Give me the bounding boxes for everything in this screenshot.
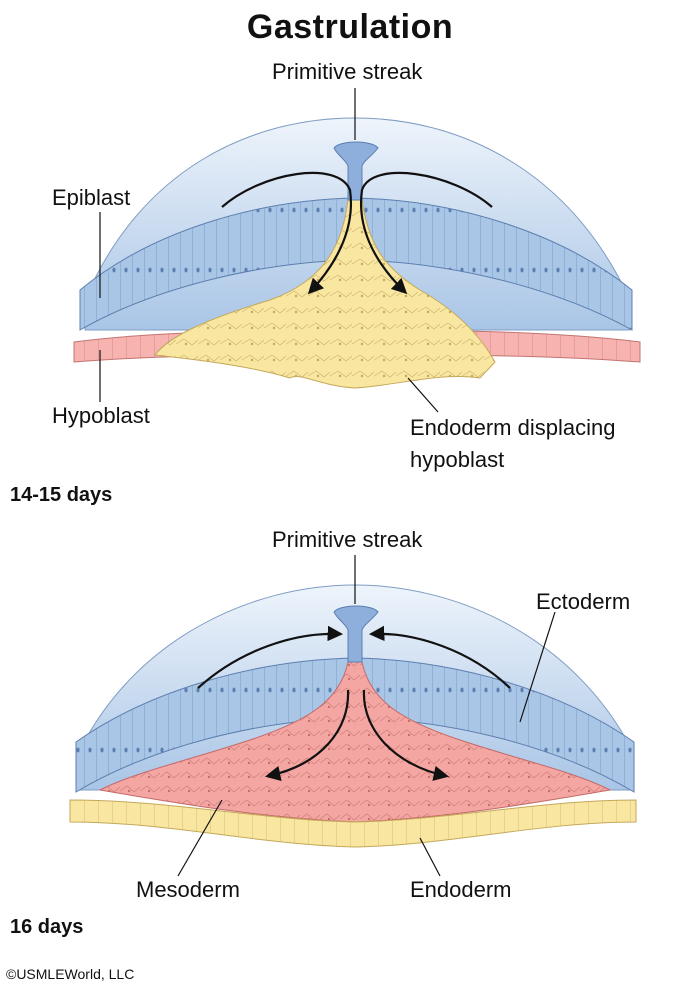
primitive-streak-bottom [333, 605, 379, 663]
endoderm-layer-bottom [69, 799, 637, 848]
panel-bottom [69, 555, 637, 877]
arrow-down-left-bottom [264, 689, 350, 781]
label-primitive-streak-top: Primitive streak [272, 59, 423, 84]
leader-ectoderm [519, 611, 556, 723]
arrow-inward-right-bottom [368, 625, 511, 689]
label-mesoderm: Mesoderm [136, 877, 240, 902]
panel-top [73, 88, 641, 413]
arrow-left-top [221, 171, 352, 295]
copyright-notice: ©USMLEWorld, LLC [6, 966, 135, 982]
diagram-title: Gastrulation [246, 8, 454, 46]
label-epiblast: Epiblast [52, 185, 131, 210]
leader-endoderm-top [407, 377, 439, 413]
stage-label-bottom: 16 days [10, 916, 84, 938]
label-endoderm-displacing: Endoderm displacing [410, 415, 616, 440]
primitive-streak-top [333, 141, 379, 201]
stage-label-top: 14-15 days [10, 484, 113, 506]
arrow-down-right-bottom [362, 689, 450, 781]
epiblast-layer-top [79, 197, 633, 331]
arrow-right-top [360, 171, 493, 295]
label-hypoblast: Hypoblast [52, 403, 150, 428]
ectoderm-layer-bottom [75, 657, 635, 793]
label-ectoderm: Ectoderm [536, 589, 631, 614]
leader-mesoderm [177, 799, 223, 877]
label-endoderm-displacing-line2: hypoblast [410, 447, 505, 472]
endoderm-mass-top [154, 199, 496, 389]
label-endoderm-bottom: Endoderm [410, 877, 512, 902]
leader-endoderm-bottom [419, 837, 441, 877]
arrow-inward-left-bottom [197, 625, 344, 689]
label-primitive-streak-bottom: Primitive streak [272, 527, 423, 552]
